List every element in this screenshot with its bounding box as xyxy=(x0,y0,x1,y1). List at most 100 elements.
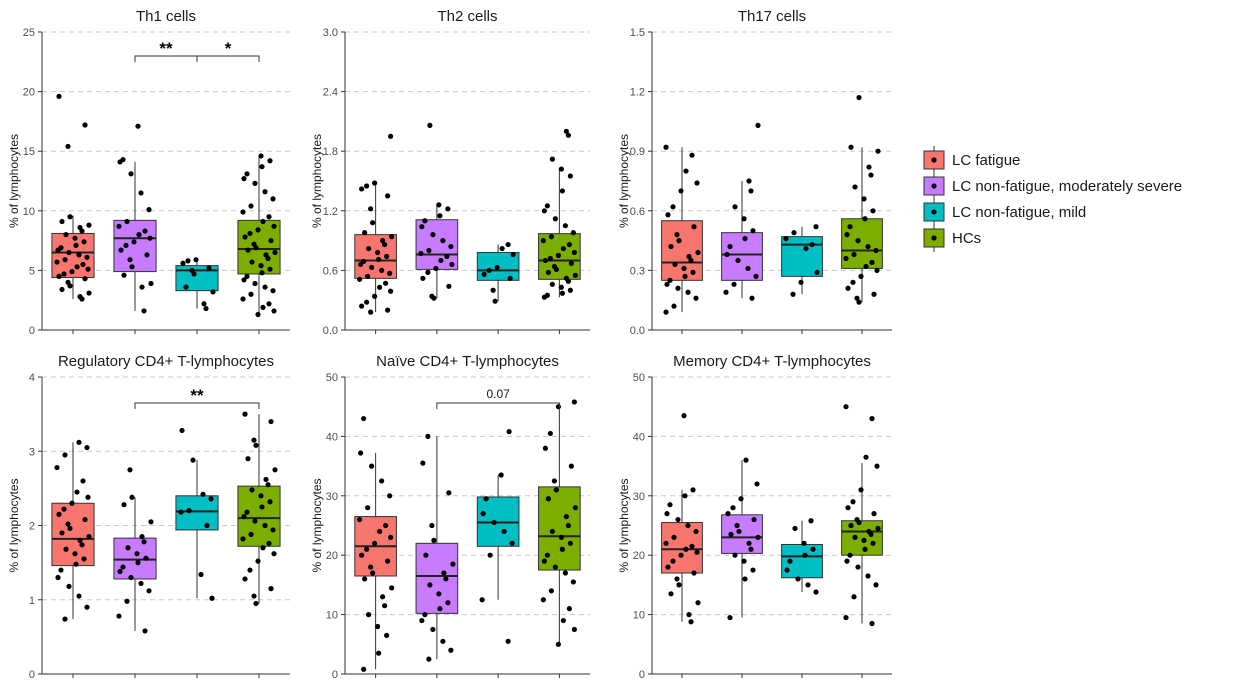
data-point xyxy=(801,540,807,546)
data-point xyxy=(874,463,880,469)
data-point xyxy=(252,280,258,287)
data-point xyxy=(681,265,687,272)
data-point xyxy=(865,573,871,579)
data-point xyxy=(186,508,192,514)
data-point xyxy=(61,506,67,512)
data-point xyxy=(74,489,80,495)
data-point xyxy=(562,570,568,576)
data-point xyxy=(72,551,78,557)
data-point xyxy=(383,280,389,286)
y-tick-label: 0.6 xyxy=(323,265,338,277)
data-point xyxy=(572,505,578,511)
data-point xyxy=(267,158,273,164)
data-point xyxy=(364,183,370,189)
data-point xyxy=(856,94,862,101)
data-point xyxy=(129,494,135,500)
data-point xyxy=(750,567,756,573)
data-point xyxy=(85,494,91,500)
data-point xyxy=(55,574,61,581)
data-point xyxy=(117,159,123,165)
data-point xyxy=(62,452,68,458)
data-point xyxy=(82,516,88,523)
data-point xyxy=(873,582,879,588)
data-point xyxy=(82,122,88,128)
data-point xyxy=(249,259,255,265)
data-point xyxy=(359,303,365,309)
data-point xyxy=(357,276,363,282)
data-point xyxy=(375,249,381,256)
data-point xyxy=(567,287,573,293)
legend: LC fatigue LC non-fatigue, moderately sev… xyxy=(923,146,1182,252)
data-point xyxy=(76,252,82,258)
data-point xyxy=(558,534,564,540)
data-point xyxy=(555,252,561,259)
data-point xyxy=(507,275,513,281)
data-point xyxy=(861,537,867,543)
data-point xyxy=(858,487,864,493)
data-point xyxy=(56,93,62,99)
data-point xyxy=(379,478,385,484)
data-point xyxy=(728,531,734,538)
data-point xyxy=(84,254,90,260)
data-point xyxy=(255,311,261,318)
data-point xyxy=(490,287,496,293)
data-point xyxy=(382,603,388,609)
data-point xyxy=(357,516,363,523)
y-tick-label: 2 xyxy=(29,521,35,533)
y-axis-label: % of lymphocytes xyxy=(617,478,631,572)
data-point xyxy=(67,214,73,220)
data-point xyxy=(385,193,391,199)
data-point xyxy=(65,143,71,150)
data-point xyxy=(141,539,147,545)
significance-label: ** xyxy=(159,39,173,58)
data-point xyxy=(244,171,250,177)
data-point xyxy=(682,273,688,279)
data-point xyxy=(845,285,851,291)
data-point xyxy=(505,241,511,248)
data-point xyxy=(501,528,507,535)
data-point xyxy=(691,570,697,576)
data-point xyxy=(851,251,857,258)
data-point xyxy=(430,232,436,238)
data-point xyxy=(862,546,868,552)
data-point xyxy=(121,502,127,508)
legend-label: HCs xyxy=(952,230,981,247)
y-axis-label: % of lymphocytes xyxy=(617,134,631,228)
data-point xyxy=(260,218,266,225)
data-point xyxy=(559,546,565,552)
y-tick-label: 1.2 xyxy=(630,87,645,99)
data-point xyxy=(59,218,65,225)
data-point xyxy=(671,534,677,540)
data-point xyxy=(369,264,375,271)
data-point xyxy=(56,273,62,279)
data-point xyxy=(683,546,689,552)
data-point xyxy=(690,487,696,493)
legend-item: HCs xyxy=(923,224,981,252)
data-point xyxy=(271,551,277,557)
data-point xyxy=(191,271,197,277)
data-point xyxy=(843,614,849,621)
chart-panel-4: Regulatory CD4+ T-lymphocytes % of lympho… xyxy=(7,353,290,681)
y-tick-label: 10 xyxy=(326,610,338,622)
data-point xyxy=(123,242,129,248)
data-point xyxy=(178,509,184,515)
data-point xyxy=(54,464,60,471)
y-tick-label: 0.0 xyxy=(630,325,645,337)
data-point xyxy=(843,404,849,410)
data-point xyxy=(552,564,558,570)
data-point xyxy=(369,463,375,469)
y-tick-label: 0.3 xyxy=(630,265,645,277)
data-point xyxy=(366,612,372,618)
data-point xyxy=(671,303,677,309)
data-point xyxy=(742,236,748,242)
data-point xyxy=(664,511,670,517)
data-point xyxy=(82,276,88,282)
data-point xyxy=(142,228,148,234)
y-tick-label: 20 xyxy=(23,87,35,99)
data-point xyxy=(544,552,550,558)
y-tick-label: 50 xyxy=(326,372,338,384)
data-point xyxy=(746,178,752,184)
data-point xyxy=(242,411,248,417)
